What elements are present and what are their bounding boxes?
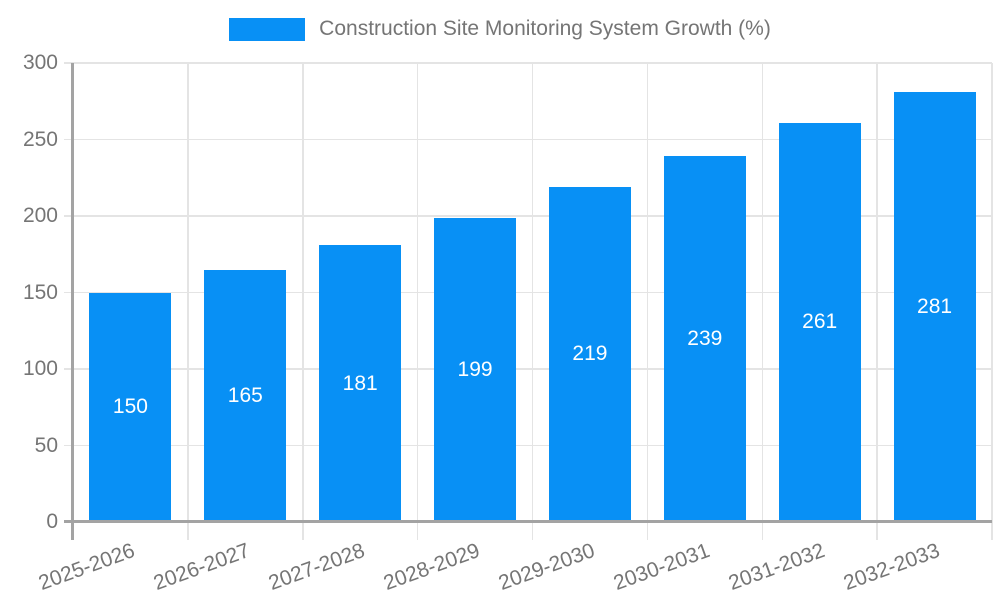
legend-label: Construction Site Monitoring System Grow… [319,17,771,40]
bar-value-label: 165 [227,383,263,407]
bar-2029-2030 [548,186,631,522]
bar-2030-2031 [663,156,746,522]
bar-value-label: 219 [572,342,608,366]
bar-value-label: 150 [112,395,148,419]
y-tick-label: 200 [22,204,58,227]
bar-value-label: 239 [687,327,723,351]
legend-item[interactable]: Construction Site Monitoring System Grow… [229,16,771,42]
y-tick-label: 250 [22,127,58,151]
legend: Construction Site Monitoring System Grow… [0,16,1000,42]
bar-2026-2027 [204,269,287,522]
bar-2028-2029 [434,217,517,522]
gridline-vertical [531,63,534,540]
plot-area: 0 50 100 150 200 250 300 150 165 181 199 219 239 261 2… [23,51,993,595]
y-tick-label: 50 [34,433,58,457]
y-axis-line [71,63,74,540]
gridline-horizontal [64,444,992,447]
bar-value-label: 281 [917,295,953,319]
gridline-horizontal [64,291,992,294]
y-tick-label: 300 [22,51,58,74]
y-tick-label: 0 [46,510,58,533]
gridline-vertical [646,63,649,540]
bar-value-label: 181 [342,371,378,395]
gridline-vertical [302,63,304,540]
gridline-vertical [187,63,189,540]
bar-2031-2032 [778,122,861,522]
y-tick-label: 100 [22,357,58,380]
gridline-vertical [876,63,878,540]
gridline-horizontal [64,62,992,64]
bar-2032-2033 [893,92,976,522]
gridline-vertical [761,63,763,540]
gridline-horizontal [64,368,992,370]
legend-swatch [229,17,306,41]
gridline-horizontal [64,138,992,141]
gridline-vertical [991,63,993,540]
bar-2025-2026 [89,292,172,522]
y-tick-label: 150 [22,280,58,304]
gridline-horizontal [64,215,992,217]
gridline-vertical [416,63,419,540]
bar-2027-2028 [319,245,402,522]
x-axis-line [64,520,992,523]
bar-value-label: 199 [457,357,493,381]
bar-value-label: 261 [802,310,838,334]
